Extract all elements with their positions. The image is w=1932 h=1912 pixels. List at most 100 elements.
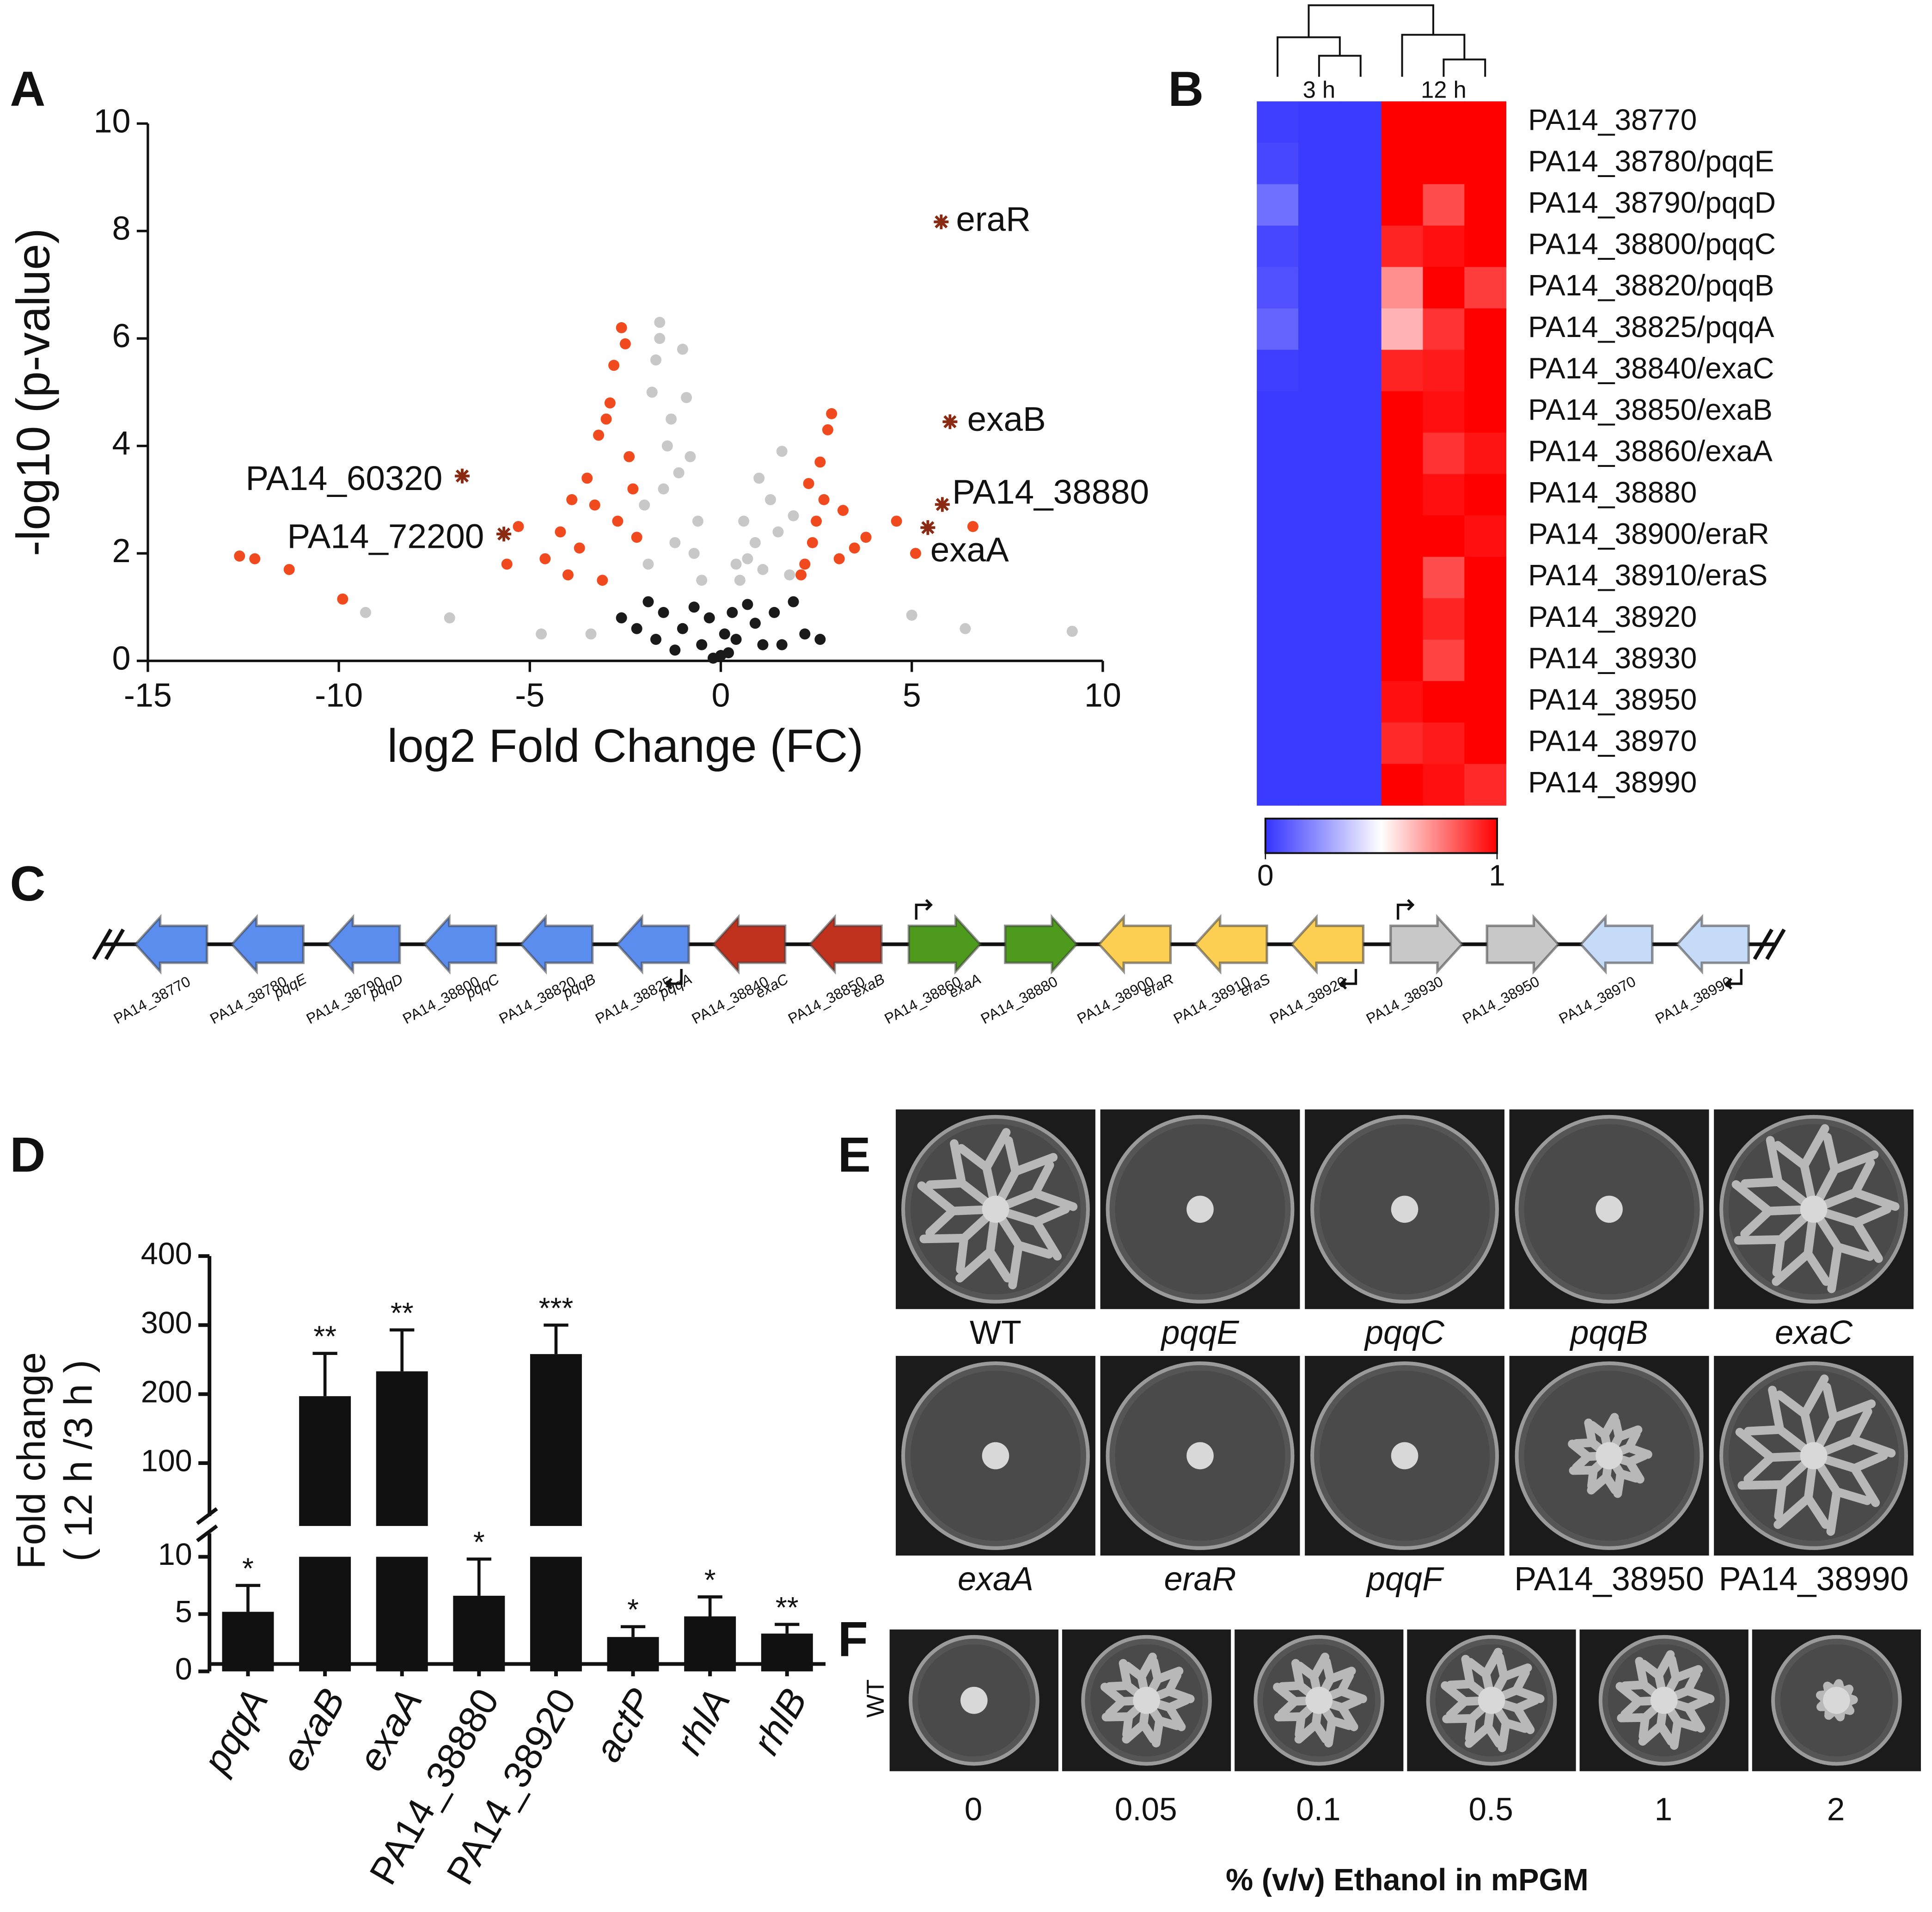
promoter [665, 968, 683, 990]
point [1066, 625, 1078, 637]
heat-cell [1423, 308, 1465, 350]
point [501, 558, 513, 570]
error-bar [235, 1584, 261, 1612]
heat-cell [1381, 142, 1424, 185]
colony-branch [1809, 1205, 1874, 1293]
heat-cell [1257, 349, 1299, 392]
heat-cell [1464, 722, 1506, 765]
significance: * [242, 1551, 254, 1585]
gene-arrow [1097, 914, 1172, 975]
significance: ** [391, 1296, 414, 1330]
point [860, 532, 872, 543]
row-label: PA14_38860/exaA [1528, 435, 1773, 468]
colony-branch [1744, 1385, 1818, 1460]
colony-branch [1809, 1451, 1872, 1536]
point [776, 639, 788, 650]
error-bar [466, 1557, 491, 1596]
point [772, 526, 784, 538]
point [685, 451, 696, 462]
colony-branch [1809, 1383, 1876, 1460]
colony-branch [1809, 1205, 1892, 1263]
significance: * [704, 1563, 716, 1596]
point [234, 550, 245, 562]
gene-locus: PA14_38860 [881, 973, 964, 1027]
gene-arrow [907, 914, 982, 975]
point [574, 542, 585, 554]
heat-cell [1381, 184, 1424, 226]
heat-cell [1257, 142, 1299, 185]
star-point [942, 414, 958, 429]
bar [530, 1557, 582, 1672]
point [608, 360, 620, 371]
x-tick-label: exaB [273, 1681, 354, 1778]
heat-cell [1339, 432, 1382, 475]
x-tick-label: rhlB [744, 1681, 815, 1762]
heat-cell [1423, 639, 1465, 682]
heat-cell [1257, 639, 1299, 682]
heat-cell [1298, 391, 1340, 433]
heat-cell [1423, 184, 1465, 226]
colony-branch [1809, 1407, 1896, 1460]
heat-cell [1298, 225, 1340, 268]
point [749, 618, 761, 629]
heat-cell [1298, 764, 1340, 806]
point [776, 446, 788, 457]
strain-label: pqqB [1570, 1314, 1648, 1351]
y-tick-label: 8 [112, 210, 131, 247]
panel-letter: A [10, 61, 45, 116]
heat-cell [1339, 598, 1382, 640]
point [814, 456, 826, 468]
gene-locus: PA14_38840 [689, 973, 771, 1027]
colony [1133, 1686, 1160, 1714]
point [738, 515, 750, 527]
point [616, 322, 627, 333]
point [631, 532, 642, 543]
point [536, 628, 547, 640]
heat-cell [1381, 639, 1424, 682]
row-label: PA14_38780/pqqE [1528, 145, 1774, 178]
point [337, 593, 348, 605]
heat-cell [1339, 101, 1382, 143]
point [593, 429, 605, 441]
heat-cell [1257, 225, 1299, 268]
colony [982, 1195, 1009, 1223]
bar [453, 1595, 505, 1672]
gene-locus: PA14_38970 [1556, 973, 1639, 1027]
heat-cell [1339, 267, 1382, 309]
y-axis-label: ( 12 h /3 h ) [56, 1360, 100, 1562]
colony-branch [955, 1205, 1012, 1283]
row-label: PA14_38770 [1528, 103, 1697, 136]
ethanol-label: 0.1 [1296, 1791, 1340, 1827]
heat-cell [1298, 142, 1340, 185]
point [654, 333, 666, 344]
point [654, 317, 666, 328]
ethanol-label: 0.5 [1468, 1791, 1513, 1827]
heat-cell [1381, 349, 1424, 392]
x-tick-label: 0 [711, 677, 730, 714]
heat-cell [1339, 764, 1382, 806]
colony [1305, 1686, 1333, 1714]
strain-label: pqqC [1364, 1314, 1445, 1351]
heat-cell [1464, 557, 1506, 599]
promoter [1339, 968, 1357, 990]
heat-cell [1339, 308, 1382, 350]
colony-branch [991, 1205, 1053, 1290]
heat-cell [1423, 598, 1465, 640]
strain-label: exaA [958, 1561, 1033, 1598]
colony-branch [1737, 1451, 1818, 1520]
point [639, 499, 650, 511]
point [597, 575, 608, 586]
heat-cell [1464, 598, 1506, 640]
row-label: PA14_38840/exaC [1528, 351, 1774, 385]
panel-letter: E [838, 1127, 871, 1183]
colony [1823, 1686, 1850, 1714]
point [589, 499, 600, 511]
colony [1186, 1195, 1214, 1223]
colony [1800, 1195, 1828, 1223]
promoter [1396, 899, 1415, 920]
point [658, 607, 669, 618]
point [764, 494, 776, 505]
point [723, 647, 734, 659]
gene-locus: PA14_38770 [111, 973, 193, 1027]
